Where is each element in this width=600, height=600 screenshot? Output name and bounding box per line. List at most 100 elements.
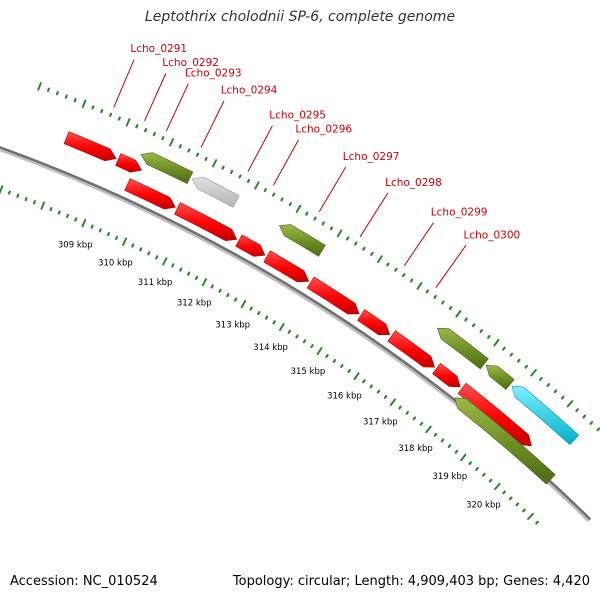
gene-arrow-cyan [511,385,580,446]
gene-label: Lcho_0297 [343,151,400,163]
tick-mark [596,427,600,432]
tick-mark [425,289,430,294]
tick-mark [433,294,437,299]
tick-mark [147,251,151,256]
tick-mark [98,228,102,233]
tick-mark [488,478,493,483]
tick-mark [310,344,314,349]
tick-mark [455,310,462,318]
tick-mark [125,118,131,127]
tick-dot-layer [0,82,600,525]
scale-label: 310 kbp [98,259,133,269]
tick-mark [354,241,358,246]
tick-mark [249,306,253,311]
tick-mark [370,251,374,256]
tick-mark [508,496,513,501]
tick-mark [272,192,276,197]
tick-mark [515,502,520,507]
tick-mark [329,226,334,231]
gene-arrow-forward [235,234,266,257]
tick-mark [332,358,337,363]
tick-mark [46,87,51,92]
scale-label: 315 kbp [291,367,326,377]
tick-mark [295,334,299,339]
backbone-layer [0,145,592,523]
tick-mark [582,414,587,419]
tick-mark [482,472,486,477]
tick-mark [139,247,143,252]
tick-mark [546,383,551,387]
gene-arrow-forward [115,153,143,173]
tick-mark [464,317,468,322]
tick-mark [169,138,175,147]
tick-mark [218,288,222,293]
tick-mark [353,372,360,380]
tick-mark [336,229,343,238]
tick-mark [539,377,543,381]
tick-mark [493,339,500,347]
tick-mark [553,389,558,394]
tick-mark [494,482,501,491]
tick-mark [152,132,156,137]
scale-label: 311 kbp [138,278,173,288]
tick-mark [440,438,445,443]
gene-arrow-reverse [278,224,326,257]
tick-mark [135,124,139,129]
tick-mark [346,236,350,241]
gene-label-leader [200,100,225,148]
tick-mark [468,461,472,466]
tick-mark [65,213,70,219]
tick-mark [81,218,87,228]
tick-mark [524,364,529,369]
tick-mark [7,190,11,195]
gene-arrow-forward [357,309,391,336]
scale-label: 313 kbp [215,320,250,330]
gene-label: Lcho_0294 [221,85,278,97]
tick-mark [155,255,159,260]
tick-mark [272,320,276,325]
tick-mark [560,395,565,400]
tick-mark [589,421,594,425]
tick-mark [475,467,479,471]
tick-mark [441,300,445,305]
tick-mark [257,311,261,316]
sequence-backbone [0,146,592,521]
scale-label: 312 kbp [177,299,212,309]
tick-mark [57,210,61,215]
tick-mark [471,323,476,328]
gene-label-leader [113,59,135,108]
tick-mark [412,416,417,421]
gene-arrow-reverse [485,364,515,390]
gene-arrow-reverse [454,397,556,485]
gene-label-leader [359,192,389,238]
sequence-backbone-shadow [0,145,592,523]
tick-mark [530,369,537,377]
tick-mark [460,453,467,462]
gene-label: Lcho_0296 [295,124,352,136]
tick-mark [316,347,323,355]
tick-mark [347,369,351,373]
tick-mark [187,271,191,276]
tick-mark [114,235,119,240]
tick-mark [230,169,234,175]
tick-mark [447,444,452,448]
tick-mark [55,91,59,96]
tick-mark [187,148,191,153]
tick-mark [179,267,183,272]
tick-mark [416,282,423,290]
gene-label: Lcho_0299 [431,207,488,219]
tick-mark [264,315,269,320]
tick-mark [162,257,168,266]
tick-mark [362,246,366,251]
inner-tick-ring [0,185,539,525]
tick-mark [117,116,121,121]
tick-mark [433,432,438,437]
tick-mark [221,165,225,170]
tick-mark [394,267,398,272]
tick-mark [502,490,506,495]
gene-arrow-forward [263,250,310,283]
scale-label: 319 kbp [433,472,468,482]
tick-mark [377,255,383,263]
